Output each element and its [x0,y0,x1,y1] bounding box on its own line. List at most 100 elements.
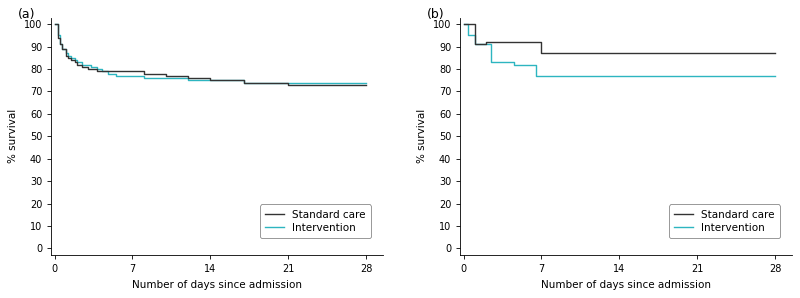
Standard care [70,60,79,64]
Intervention [53,34,62,37]
Standard care [470,43,479,46]
Intervention [470,43,479,46]
Standard care [206,78,215,82]
Standard care [75,63,85,66]
Standard care [83,67,93,71]
Standard care [58,47,67,51]
Intervention [459,22,469,26]
Standard care [317,83,326,86]
Standard care [481,43,490,46]
Line: Intervention: Intervention [54,24,366,83]
Intervention [58,47,67,51]
Intervention [509,60,518,64]
Intervention [63,54,73,58]
Intervention [86,65,96,69]
Intervention [100,69,110,73]
Intervention [172,76,182,80]
Legend: Standard care, Intervention: Standard care, Intervention [669,204,780,238]
Standard care [63,56,73,60]
Intervention [770,74,780,77]
Intervention [261,81,270,84]
Standard care [361,83,370,86]
Intervention [361,81,370,84]
Intervention [239,81,249,84]
Intervention [81,63,90,66]
Standard care [114,69,124,73]
Text: (b): (b) [427,8,445,21]
Intervention [89,65,98,69]
Intervention [531,63,541,66]
Standard care [100,69,110,73]
Y-axis label: % survival: % survival [8,109,18,163]
Standard care [537,52,546,55]
Intervention [94,67,104,71]
Intervention [206,78,215,82]
Intervention [250,81,259,84]
Intervention [272,81,282,84]
Standard care [272,81,282,84]
Standard care [306,83,315,86]
X-axis label: Number of days since admission: Number of days since admission [541,280,711,290]
Standard care [50,22,59,26]
Intervention [98,69,107,73]
Standard care [86,67,96,71]
Intervention [83,63,93,66]
Standard care [92,69,102,73]
Standard care [328,83,338,86]
Standard care [106,69,115,73]
Standard care [770,52,780,55]
Standard care [103,69,113,73]
Standard care [126,69,135,73]
Standard care [109,69,118,73]
Intervention [55,43,65,46]
Intervention [128,74,138,77]
Intervention [75,60,85,64]
Standard care [481,40,490,44]
Intervention [283,81,293,84]
Intervention [509,63,518,66]
Standard care [459,22,469,26]
Intervention [531,74,541,77]
Standard care [61,54,70,58]
Standard care [150,72,159,75]
Intervention [106,72,115,75]
Intervention [122,74,132,77]
Standard care [55,43,65,46]
Intervention [317,81,326,84]
Intervention [228,78,238,82]
Intervention [109,72,118,75]
Standard care [217,78,226,82]
Text: (a): (a) [18,8,36,21]
Standard care [81,65,90,69]
Intervention [463,22,473,26]
X-axis label: Number of days since admission: Number of days since admission [132,280,302,290]
Intervention [138,76,148,80]
Standard care [78,65,87,69]
Intervention [183,78,193,82]
Intervention [350,81,360,84]
Intervention [126,74,135,77]
Line: Standard care: Standard care [54,24,366,85]
Intervention [161,76,170,80]
Intervention [50,22,59,26]
Standard care [183,76,193,80]
Intervention [328,81,338,84]
Legend: Standard care, Intervention: Standard care, Intervention [260,204,371,238]
Intervention [217,78,226,82]
Standard care [261,81,270,84]
Intervention [150,76,159,80]
Intervention [463,34,473,37]
Intervention [486,60,496,64]
Standard care [339,83,349,86]
Standard care [120,69,130,73]
Standard care [294,83,304,86]
Intervention [294,81,304,84]
Intervention [70,58,79,62]
Standard care [98,69,107,73]
Intervention [486,43,496,46]
Standard care [161,74,170,77]
Standard care [66,58,76,62]
Standard care [172,74,182,77]
Standard care [111,69,121,73]
Intervention [78,63,87,66]
